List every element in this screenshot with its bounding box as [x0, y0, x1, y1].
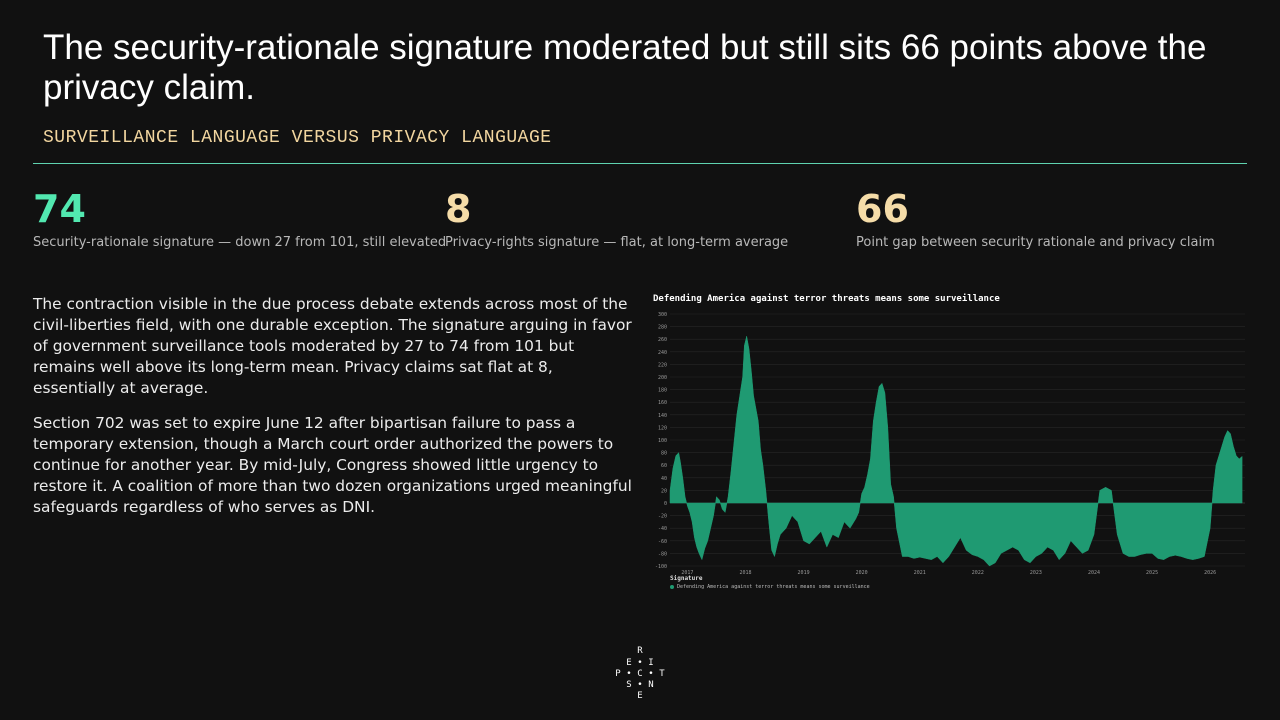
kpi-security-label: Security-rationale signature — down 27 f…: [33, 235, 447, 250]
y-tick-label: -40: [658, 526, 667, 532]
body-text: The contraction visible in the due proce…: [33, 294, 633, 532]
area-chart: 3002802602402202001801601401201008060402…: [655, 312, 1245, 576]
y-tick-label: 140: [658, 413, 667, 419]
logo-letter: R: [637, 646, 643, 656]
y-tick-label: 220: [658, 362, 667, 368]
y-tick-label: -20: [658, 514, 667, 520]
y-tick-label: 240: [658, 350, 667, 356]
x-tick-label: 2023: [1030, 570, 1042, 576]
kpi-privacy-value: 8: [445, 187, 472, 231]
chart-legend: Signature Defending America against terr…: [670, 575, 870, 590]
logo-letter: •: [637, 680, 643, 690]
logo-letter: T: [659, 669, 665, 679]
page-subtitle: SURVEILLANCE LANGUAGE VERSUS PRIVACY LAN…: [43, 128, 552, 148]
body-paragraph-1: The contraction visible in the due proce…: [33, 295, 632, 397]
chart-panel: Defending America against terror threats…: [650, 292, 1250, 602]
kpi-security-value: 74: [33, 187, 86, 231]
x-tick-label: 2024: [1088, 570, 1100, 576]
brand-logo: R E • I P • C • T S • N E: [611, 646, 671, 702]
page-title: The security-rationale signature moderat…: [43, 28, 1207, 107]
logo-letter: •: [637, 658, 643, 668]
y-tick-label: 60: [661, 463, 667, 469]
legend-swatch: [670, 585, 674, 589]
logo-letter: E: [637, 691, 643, 701]
x-tick-label: 2019: [798, 570, 810, 576]
x-tick-label: 2026: [1204, 570, 1216, 576]
x-tick-label: 2025: [1146, 570, 1158, 576]
logo-letter: •: [626, 669, 632, 679]
y-tick-label: 80: [661, 451, 667, 457]
body-paragraph-2: Section 702 was set to expire June 12 af…: [33, 414, 632, 516]
y-tick-label: 0: [664, 501, 667, 507]
y-tick-label: 20: [661, 488, 667, 494]
kpi-gap: 66 Point gap between security rationale …: [856, 186, 1215, 250]
kpi-privacy-label: Privacy-rights signature — flat, at long…: [445, 235, 789, 250]
x-tick-label: 2018: [739, 570, 751, 576]
kpi-gap-label: Point gap between security rationale and…: [856, 235, 1215, 250]
kpi-privacy: 8 Privacy-rights signature — flat, at lo…: [445, 186, 788, 250]
legend-item-label: Defending America against terror threats…: [677, 584, 870, 590]
y-tick-label: 300: [658, 312, 667, 318]
logo-letter: E: [626, 658, 632, 668]
logo-letter: P: [615, 669, 621, 679]
y-tick-label: -60: [658, 539, 667, 545]
y-tick-label: 120: [658, 425, 667, 431]
y-tick-label: 200: [658, 375, 667, 381]
legend-title: Signature: [670, 575, 703, 582]
kpi-gap-value: 66: [856, 187, 909, 231]
x-tick-label: 2021: [914, 570, 926, 576]
logo-letter: •: [648, 669, 654, 679]
y-tick-label: 180: [658, 388, 667, 394]
y-tick-label: 40: [661, 476, 667, 482]
series-area: [669, 335, 1243, 567]
x-tick-label: 2022: [972, 570, 984, 576]
logo-letter: N: [648, 680, 654, 690]
y-tick-label: 160: [658, 400, 667, 406]
y-tick-label: -100: [655, 564, 667, 570]
y-tick-label: 260: [658, 337, 667, 343]
y-tick-label: 100: [658, 438, 667, 444]
header-divider: [33, 163, 1247, 164]
logo-letter: S: [626, 680, 632, 690]
x-tick-label: 2017: [681, 570, 693, 576]
logo-letter: I: [648, 658, 654, 668]
chart-title: Defending America against terror threats…: [653, 294, 1000, 304]
y-tick-label: 280: [658, 325, 667, 331]
x-tick-label: 2020: [856, 570, 868, 576]
y-tick-label: -80: [658, 551, 667, 557]
logo-letter: C: [637, 669, 643, 679]
kpi-security: 74 Security-rationale signature — down 2…: [33, 186, 446, 250]
legend-item: Defending America against terror threats…: [670, 584, 870, 590]
